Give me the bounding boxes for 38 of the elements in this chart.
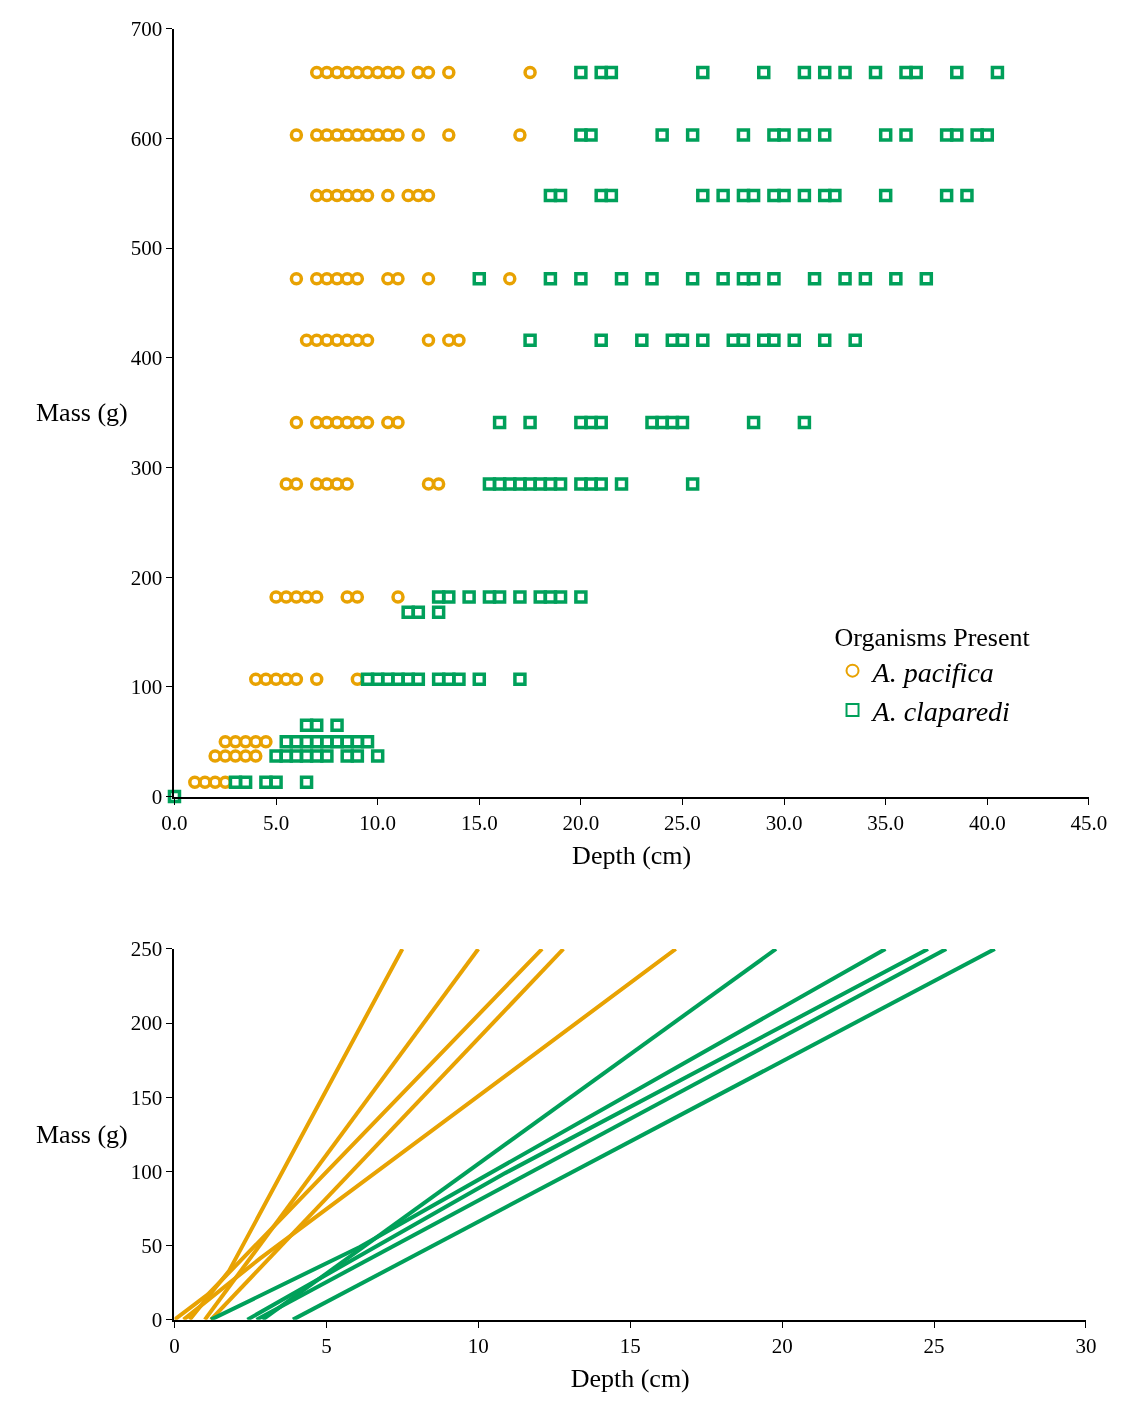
x-tick-label: 25 [923,1333,945,1358]
x-tick-label: 20.0 [562,810,600,835]
x-tick-label: 15.0 [460,810,498,835]
y-tick-label: 0 [151,784,163,809]
y-tick-label: 500 [130,236,163,261]
y-tick-label: 100 [130,1159,163,1184]
y-tick-label: 400 [130,346,163,371]
y-axis-title: Mass (g) [36,1120,128,1149]
legend-label: A. claparedi [870,695,1010,727]
y-tick-label: 0 [151,1307,163,1332]
x-tick-label: 5.0 [262,810,290,835]
x-tick-label: 35.0 [867,810,905,835]
x-axis-title: Depth (cm) [572,840,692,870]
x-tick-label: 30 [1075,1333,1097,1358]
x-tick-label: 15 [619,1333,641,1358]
x-tick-label: 10 [467,1333,489,1358]
x-tick-label: 40.0 [968,810,1006,835]
x-axis-title: Depth (cm) [570,1364,690,1394]
x-tick-label: 5 [321,1333,332,1358]
x-tick-label: 25.0 [664,810,701,835]
legend-label: A. pacifica [870,656,994,688]
x-tick-label: 0.0 [161,810,188,835]
y-tick-label: 200 [130,1011,163,1036]
y-axis-title: Mass (g) [36,398,128,427]
legend-title: Organisms Present [834,622,1031,652]
y-tick-label: 100 [130,675,163,700]
y-tick-label: 250 [130,937,163,962]
y-tick-label: 200 [130,565,163,590]
y-tick-label: 600 [130,126,163,151]
y-tick-label: 300 [130,455,163,480]
x-tick-label: 20 [771,1333,793,1358]
x-tick-label: 0 [169,1333,180,1358]
x-tick-label: 10.0 [359,810,397,835]
y-tick-label: 150 [130,1085,163,1110]
y-tick-label: 50 [141,1233,163,1258]
y-tick-label: 700 [130,17,163,42]
x-tick-label: 45.0 [1070,810,1108,835]
x-tick-label: 30.0 [765,810,803,835]
